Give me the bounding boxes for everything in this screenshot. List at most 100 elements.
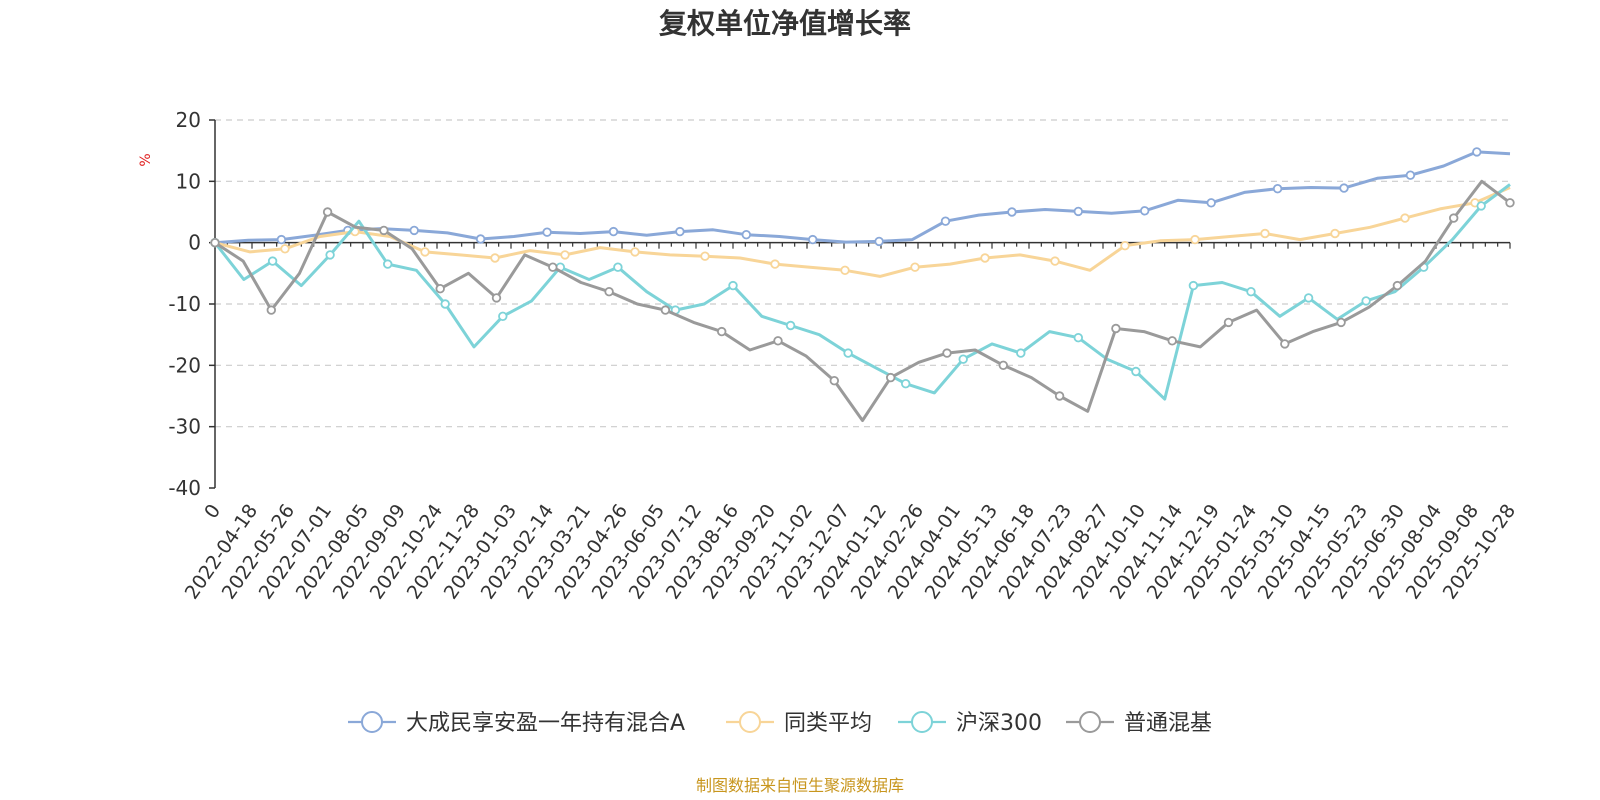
y-tick-label: 10 [176,169,201,193]
legend-label: 同类平均 [784,711,872,736]
series-1-point [560,250,570,260]
series-0-point [1007,207,1017,217]
series-3-point [1223,317,1234,328]
series-1-point [1050,256,1060,266]
series-3-point [1054,391,1065,401]
series-0-point [475,234,486,244]
y-tick-label: 20 [176,108,201,132]
series-1-point [1260,228,1270,239]
series-0-point [1206,198,1216,208]
x-tick-label: 0 [200,500,225,523]
y-tick-label: -30 [168,415,201,439]
chart-title: 复权单位净值增长率 [659,7,911,40]
y-axis-unit: % [138,153,154,166]
series-3-point [435,284,445,294]
legend-item[interactable]: 大成民享安盈一年持有混合A [348,711,685,736]
y-tick-label: -40 [168,476,201,500]
data-source-note: 制图数据来自恒生聚源数据库 [696,776,904,795]
series-0-point [675,226,685,237]
series-0-point [808,234,818,245]
series-0-point [1073,206,1083,217]
series-3-point [491,293,502,303]
series-0-point [741,229,751,240]
series-3-point [717,326,727,337]
series-0-point [608,226,619,237]
series-1-point [770,259,780,269]
series-2-point [901,379,911,389]
series-line-0 [214,150,1511,245]
series-3-point [1111,323,1121,334]
y-tick-label: -20 [168,353,201,377]
legend-item[interactable]: 普通混基 [1066,711,1212,736]
series-3-point [604,287,614,297]
series-3-point [1280,339,1290,349]
legend-swatch-marker [361,711,383,733]
series-2-point [383,259,393,269]
legend-swatch-marker [739,711,761,733]
series-3-point [1336,317,1346,328]
series-3-point [1448,213,1459,223]
series-1-point [840,265,850,275]
series-2-point [1073,333,1083,343]
y-tick-label: 0 [188,231,201,255]
legend: 大成民享安盈一年持有混合A 同类平均 沪深300 普通混基 [348,711,1212,736]
series-1-point [1330,228,1340,239]
series-0-point [1472,147,1482,157]
series-3-point [210,237,220,248]
series-3-point [322,207,333,217]
series-2-point [843,348,853,358]
series-2-point [440,299,450,309]
series-2-point [958,354,968,364]
series-2-point [1246,287,1256,297]
series-0-point [1272,183,1283,194]
series-lines [210,147,1515,422]
legend-swatch-marker [1079,711,1101,733]
series-2-point [325,250,335,260]
series-0-point [409,225,419,236]
legend-item[interactable]: 同类平均 [726,711,872,736]
grid-lines [215,119,1510,428]
series-3-point [998,360,1008,370]
series-3-point [1392,280,1403,291]
legend-label: 沪深300 [956,711,1042,736]
series-0-point [940,216,951,226]
series-3-point [942,348,952,358]
series-line-2 [213,183,1511,401]
series-3-point [660,305,671,315]
series-2-point [728,280,738,291]
series-2-point [1361,296,1371,306]
legend-label: 普通混基 [1124,711,1212,736]
legend-label: 大成民享安盈一年持有混合A [406,711,685,736]
series-1-point [1190,234,1200,245]
series-0-point [542,227,552,237]
series-3-point [379,225,389,236]
series-2-point [267,256,278,266]
series-2-point [1476,201,1486,211]
series-0-point [874,236,884,247]
series-1-point [910,262,920,272]
series-3-point [1505,198,1515,208]
series-1-point [1120,240,1130,251]
series-2-point [1303,293,1314,303]
series-1-point [700,251,710,261]
series-1-point [1400,213,1410,223]
legend-item[interactable]: 沪深300 [898,711,1042,736]
series-2-point [1131,366,1141,377]
series-1-point [490,253,500,263]
series-2-point [1188,280,1199,291]
y-tick-label: -10 [168,292,201,316]
series-line-3 [214,179,1511,422]
series-2-point [785,320,796,331]
series-0-point [1405,170,1416,180]
series-3-point [266,305,276,315]
series-1-point [980,253,990,263]
series-0-point [1139,206,1150,216]
series-2-point [1016,348,1026,358]
series-line-1 [214,186,1511,278]
series-0-point [276,234,287,245]
series-0-point [1339,183,1349,193]
series-3-point [886,372,896,383]
series-1-point [420,247,430,257]
legend-swatch-marker [911,711,933,733]
